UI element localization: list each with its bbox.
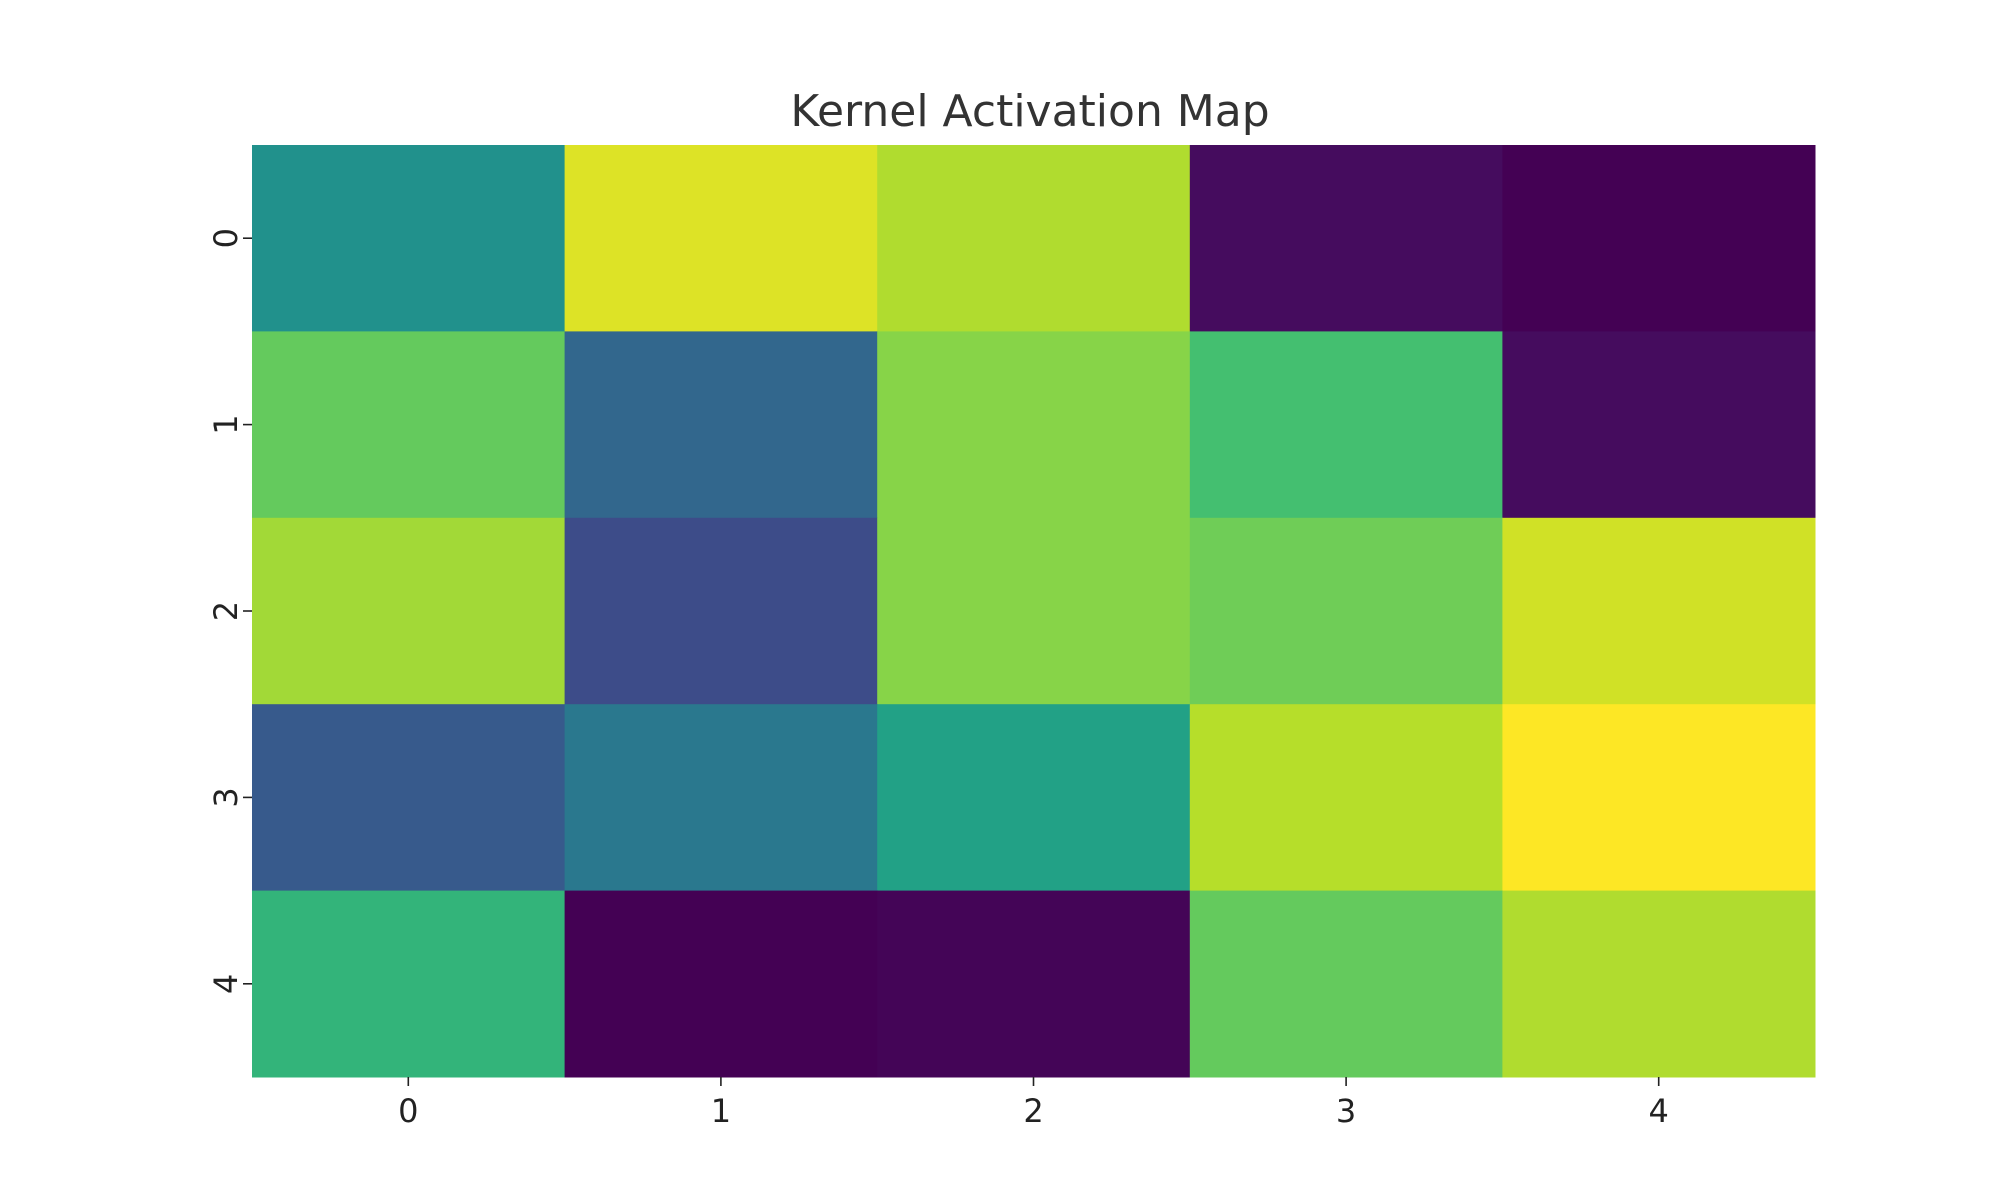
heatmap-cell-r1-c3 (1189, 331, 1503, 519)
y-tick-label: 2 (207, 601, 245, 621)
heatmap-cell-r0-c0 (252, 145, 566, 332)
chart-title: Kernel Activation Map (790, 86, 1269, 137)
y-axis: 0 1 2 3 4 (207, 228, 252, 994)
heatmap-cell-r2-c1 (564, 517, 878, 705)
y-tick-label: 0 (207, 228, 245, 248)
heatmap-cell-r4-c1 (564, 890, 878, 1078)
heatmap-cell-r1-c4 (1502, 331, 1816, 519)
heatmap-cell-r2-c2 (877, 517, 1191, 705)
heatmap-cell-r1-c1 (564, 331, 878, 519)
heatmap-cell-r4-c3 (1189, 890, 1503, 1078)
heatmap-cell-r3-c3 (1189, 704, 1503, 892)
heatmap-cell-r2-c0 (252, 517, 566, 705)
heatmap-cell-r3-c2 (877, 704, 1191, 892)
heatmap-cell-r0-c3 (1189, 145, 1503, 332)
heatmap-cell-r3-c4 (1502, 704, 1816, 892)
x-tick-label: 2 (1023, 1092, 1043, 1130)
heatmap-cell-r0-c2 (877, 145, 1191, 332)
heatmap-cell-r0-c4 (1502, 145, 1816, 332)
heatmap-cell-r2-c3 (1189, 517, 1503, 705)
y-tick-label: 3 (207, 787, 245, 807)
heatmap-cell-r4-c0 (252, 890, 566, 1078)
heatmap-cell-r3-c0 (252, 704, 566, 892)
heatmap-cell-r2-c4 (1502, 517, 1816, 705)
heatmap-cell-r4-c4 (1502, 890, 1816, 1078)
x-tick-label: 0 (398, 1092, 418, 1130)
heatmap-cell-r1-c2 (877, 331, 1191, 519)
y-tick-label: 4 (207, 974, 245, 994)
x-tick-label: 4 (1649, 1092, 1669, 1130)
heatmap-cell-r4-c2 (877, 890, 1191, 1078)
x-tick-label: 3 (1336, 1092, 1356, 1130)
y-tick-label: 1 (207, 414, 245, 434)
heatmap-cell-r1-c0 (252, 331, 566, 519)
heatmap-cell-r0-c1 (564, 145, 878, 332)
heatmap-cell-r3-c1 (564, 704, 878, 892)
x-axis: 0 1 2 3 4 (398, 1077, 1669, 1130)
x-tick-label: 1 (711, 1092, 731, 1130)
heatmap-cells (252, 145, 1816, 1078)
